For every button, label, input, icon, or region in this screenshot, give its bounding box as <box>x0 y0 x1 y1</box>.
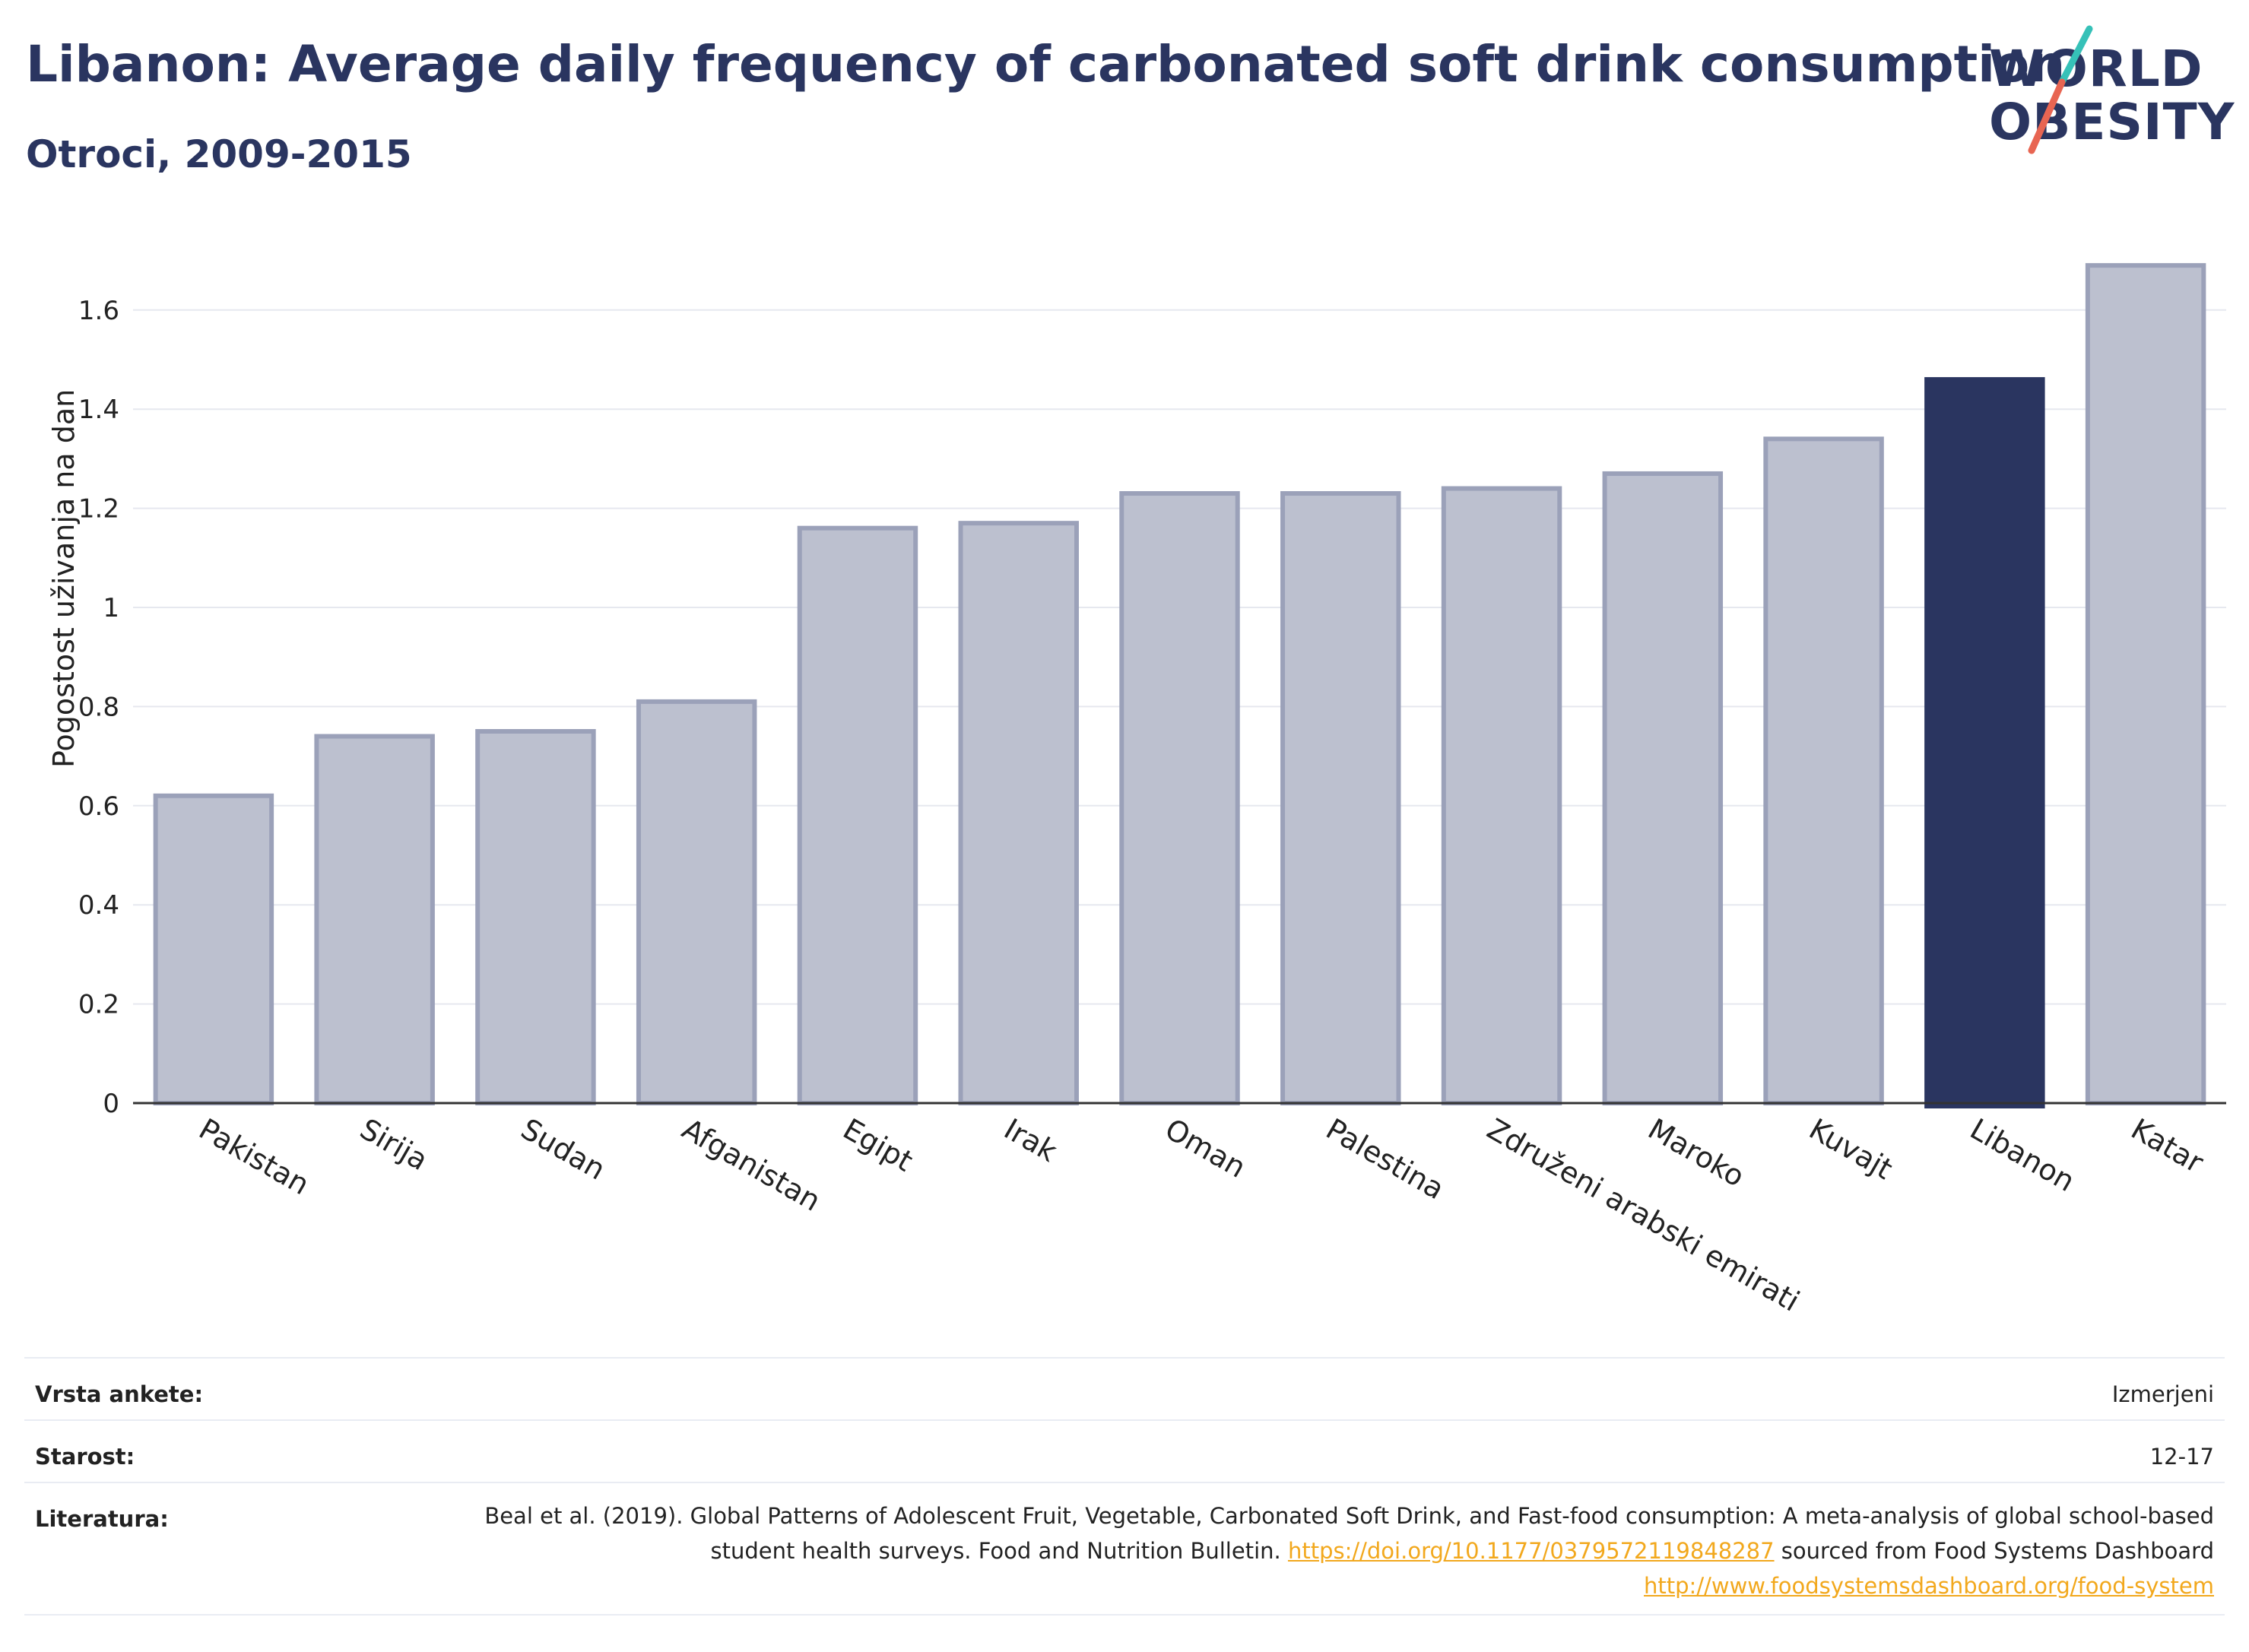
y-tick-label: 0 <box>103 1089 119 1119</box>
bar-maroko <box>1602 471 1724 1105</box>
bar-oman <box>1119 491 1240 1106</box>
bar-katar <box>2085 263 2206 1106</box>
bar-sirija <box>314 734 435 1106</box>
x-tick-label: Sirija <box>354 1112 433 1177</box>
bar-združeni-arabski-emirati <box>1441 486 1562 1105</box>
logo-slash-icon <box>2028 25 2093 154</box>
logo-line-world: WORLD <box>1989 40 2203 98</box>
x-tick-label: Pakistan <box>193 1112 315 1202</box>
bar-pakistan <box>153 793 274 1105</box>
dashboard-link[interactable]: http://www.foodsystemsdashboard.org/food… <box>1644 1573 2214 1599</box>
survey-type-value: Izmerjeni <box>2111 1381 2214 1407</box>
y-tick-label: 1.4 <box>78 395 119 425</box>
chart-title: Libanon: Average daily frequency of carb… <box>26 35 2066 94</box>
x-tick-label: Irak <box>998 1112 1062 1168</box>
reference-value: Beal et al. (2019). Global Patterns of A… <box>465 1483 2225 1603</box>
age-value: 12-17 <box>2149 1444 2214 1470</box>
x-tick-label: Afganistan <box>677 1112 826 1218</box>
x-tick-label: Egipt <box>837 1112 918 1178</box>
x-tick-label: Katar <box>2126 1112 2209 1180</box>
y-tick-label: 0.8 <box>78 692 119 722</box>
survey-type-label: Vrsta ankete: <box>35 1381 204 1407</box>
bar-libanon <box>1924 377 2045 1108</box>
bar-egipt <box>797 525 918 1105</box>
bar-irak <box>958 521 1079 1106</box>
metadata-table: Vrsta ankete: Izmerjeni Starost: 12-17 L… <box>24 1357 2225 1616</box>
logo-line-obesity: OBESITY <box>1989 93 2235 151</box>
reference-row: Literatura: Beal et al. (2019). Global P… <box>24 1482 2225 1616</box>
age-row: Starost: 12-17 <box>24 1419 2225 1482</box>
x-tick-label: Kuvajt <box>1803 1112 1898 1186</box>
y-tick-label: 0.6 <box>78 791 119 822</box>
x-tick-label: Maroko <box>1642 1112 1750 1194</box>
bar-kuvajt <box>1763 436 1884 1105</box>
x-tick-label: Sudan <box>515 1112 611 1187</box>
bar-afganistan <box>636 699 757 1105</box>
bar-palestina <box>1280 491 1401 1106</box>
bar-sudan <box>475 729 596 1105</box>
x-tick-label: Palestina <box>1321 1112 1450 1206</box>
reference-source-text: sourced from Food Systems Dashboard <box>1781 1538 2214 1564</box>
age-label: Starost: <box>35 1444 135 1470</box>
survey-type-row: Vrsta ankete: Izmerjeni <box>24 1357 2225 1419</box>
doi-link[interactable]: https://doi.org/10.1177/0379572119848287 <box>1287 1538 1775 1564</box>
x-tick-label: Libanon <box>1965 1112 2080 1198</box>
chart-subtitle: Otroci, 2009-2015 <box>26 132 412 176</box>
chart-plot: 0 0.2 0.4 0.6 0.8 1 1.2 1.4 1.6 Pakistan Sirija Sud… <box>78 263 2226 1318</box>
x-tick-label: Oman <box>1159 1112 1251 1184</box>
y-tick-label: 0.2 <box>78 990 119 1020</box>
reference-text: Beal et al. (2019). Global Patterns of A… <box>484 1503 2214 1564</box>
y-tick-label: 1.6 <box>78 296 119 326</box>
y-tick-label: 1.2 <box>78 494 119 525</box>
reference-label: Literatura: <box>35 1506 169 1532</box>
world-obesity-logo: WORLD OBESITY <box>1977 21 2235 166</box>
y-tick-label: 1 <box>103 593 119 623</box>
y-axis-label: Pogostost uživanja na dan <box>47 388 81 768</box>
bar-chart: 0 0.2 0.4 0.6 0.8 1 1.2 1.4 1.6 Pakistan Sirija Sud… <box>0 198 2249 1338</box>
x-tick-label: Združeni arabski emirati <box>1482 1112 1806 1318</box>
y-tick-label: 0.4 <box>78 890 119 921</box>
